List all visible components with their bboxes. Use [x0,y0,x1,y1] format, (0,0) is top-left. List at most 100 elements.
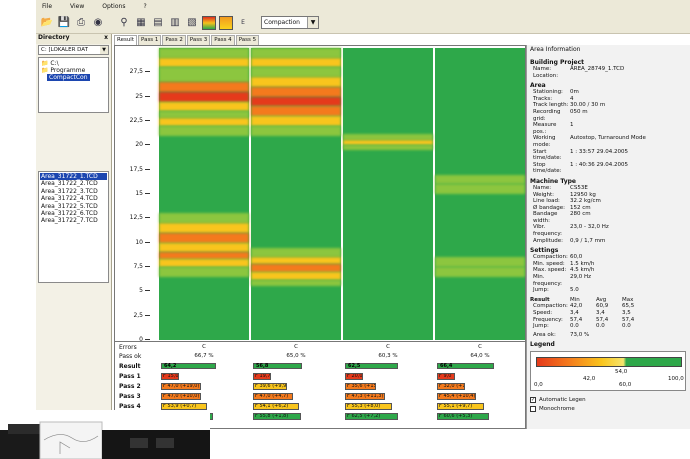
compaction-band [251,271,341,280]
y-tick-label: 2,5 [121,312,150,319]
compaction-band [251,279,341,287]
info-row: Ø bandage: 152 cm [530,205,687,212]
close-icon[interactable]: x [104,34,108,41]
info-row: Name: AREA_28749_1.TCD [530,66,687,73]
color-scale-icon[interactable] [202,15,216,30]
compaction-band [251,264,341,272]
option-label: Automatic Legen [539,397,586,404]
grid-alt-icon[interactable]: ▤ [153,17,163,28]
tree-item-programme[interactable]: 📁 Programme [41,67,106,74]
compaction-band [251,96,341,107]
chevron-down-icon[interactable]: ▼ [100,46,108,54]
monochrome-option[interactable]: Monochrome [530,406,687,413]
directory-header: Directory x [36,34,111,44]
tab-pass-5[interactable]: Pass 5 [235,35,260,45]
checkbox[interactable] [530,406,536,413]
compaction-band [251,116,341,126]
report-icon[interactable]: ▧ [187,17,197,28]
menu-view[interactable]: View [70,2,85,10]
compaction-band [159,125,249,136]
folder-tree[interactable]: 📁 C:\ 📁 Programme CompactCon [38,57,109,113]
info-value: 30.00 / 30 m [570,102,606,109]
mode-select-value: Compaction [264,19,300,26]
file-item[interactable]: Area_31722_1.TCD [40,173,107,181]
pass-bar: F 32,0 (+17,0) [437,383,465,390]
chevron-down-icon[interactable]: ▼ [307,17,318,28]
result-rows: Compaction: 42,0 60,9 65,5 Speed: 3,4 3,4 3,5 Fr… [530,303,687,329]
pass-ok-cell: 64,0 % [470,353,490,359]
info-value: 1 : 33:57 29.04.2005 [570,148,628,155]
result-bar: 56,8 [253,363,302,369]
binoculars-icon[interactable]: ◉ [93,17,103,28]
info-key: Recording grid: [533,108,561,122]
compaction-band [343,145,433,151]
info-key: Vibr. frequency: [533,224,563,238]
info-value: 1 [570,122,574,129]
menu-options[interactable]: Options [102,2,126,10]
row-label: Result [119,363,141,370]
file-item[interactable]: Area_31722_3.TCD [41,187,98,195]
tab-pass-3[interactable]: Pass 3 [186,35,211,45]
info-value: 60,0 [570,254,583,261]
file-item[interactable]: Area_31722_2.TCD [41,180,98,188]
track-column[interactable] [251,48,341,340]
compaction-band [159,118,249,126]
tree-item-label: CompactCon [47,74,90,81]
errors-cell: C [386,344,390,350]
y-tick-label: 10 [121,239,150,246]
automatic-legend-option[interactable]: ✓ Automatic Legen [530,397,687,404]
info-value: AREA_28749_1.TCD [570,66,625,72]
pass-bar: F 15,0 [161,373,179,380]
pass-bar: F 55,1 (+9,7) [437,403,484,410]
grid-view-icon[interactable]: ▥ [170,17,180,28]
file-item[interactable]: Area_31722_6.TCD [41,210,98,218]
file-item[interactable]: Area_31722_4.TCD [41,195,98,203]
info-key: Min. speed: [533,260,565,267]
menu-file[interactable]: File [42,2,53,10]
compaction-band [159,252,249,260]
tree-item-label: Programme [50,67,86,74]
legend-tick: 60,0 [619,382,632,389]
tab-pass-4[interactable]: Pass 4 [211,35,235,45]
track-column[interactable] [435,48,525,340]
compaction-band [251,77,341,87]
info-row: Location: [530,73,687,80]
info-key: Location: [533,72,559,79]
info-value: 5.0 [570,287,579,294]
track-column[interactable] [343,48,433,340]
file-list[interactable]: Area_31722_1.TCD Area_31722_2.TCD Area_3… [38,171,109,283]
compaction-band [159,111,249,119]
drive-select[interactable]: C: [LOKALER DAT ▼ [38,45,109,55]
tree-item-label: C:\ [50,60,59,67]
open-folder-icon[interactable]: 📂 [40,17,54,28]
toolbar-separator [108,16,114,30]
info-value: 280 cm [570,211,591,218]
row-label: Pass 1 [119,373,141,380]
checkbox[interactable]: ✓ [530,397,536,404]
area-rows: Stationing: 0m Tracks: 4 Track length: 30.00 … [530,89,687,175]
info-row: Measure pos.: 1 [530,122,687,135]
settings-title: Settings [530,247,559,255]
building-project-title: Building Project [530,59,584,66]
save-icon[interactable]: 💾 [57,17,71,28]
color-fill-icon[interactable] [219,15,233,30]
errors-cell: C [294,344,298,350]
y-tick-label: 17,5 [121,166,150,173]
mode-select[interactable]: Compaction ▼ [261,16,319,29]
grid-icon[interactable]: ▦ [136,17,146,28]
track-column[interactable] [159,48,249,340]
pass-bar: F 9,0 [437,373,455,380]
file-item[interactable]: Area_31722_5.TCD [41,202,98,210]
info-key: Line load: [533,198,560,205]
tab-pass-1[interactable]: Pass 1 [138,35,162,45]
file-item[interactable]: Area_31722_7.TCD [41,217,98,225]
print-icon[interactable]: ⎙ [77,17,85,28]
area-information-panel: Area Information Building Project Name: A… [526,45,690,429]
tree-item-compactcon[interactable]: CompactCon [41,74,106,81]
tab-pass-2[interactable]: Pass 2 [162,35,186,45]
menu-help[interactable]: ? [143,2,147,10]
tab-result[interactable]: Result [114,35,137,45]
zoom-icon[interactable]: ⚲ [120,17,128,28]
y-tick-label: 12,5 [121,214,150,221]
tree-item-root[interactable]: 📁 C:\ [41,60,106,67]
